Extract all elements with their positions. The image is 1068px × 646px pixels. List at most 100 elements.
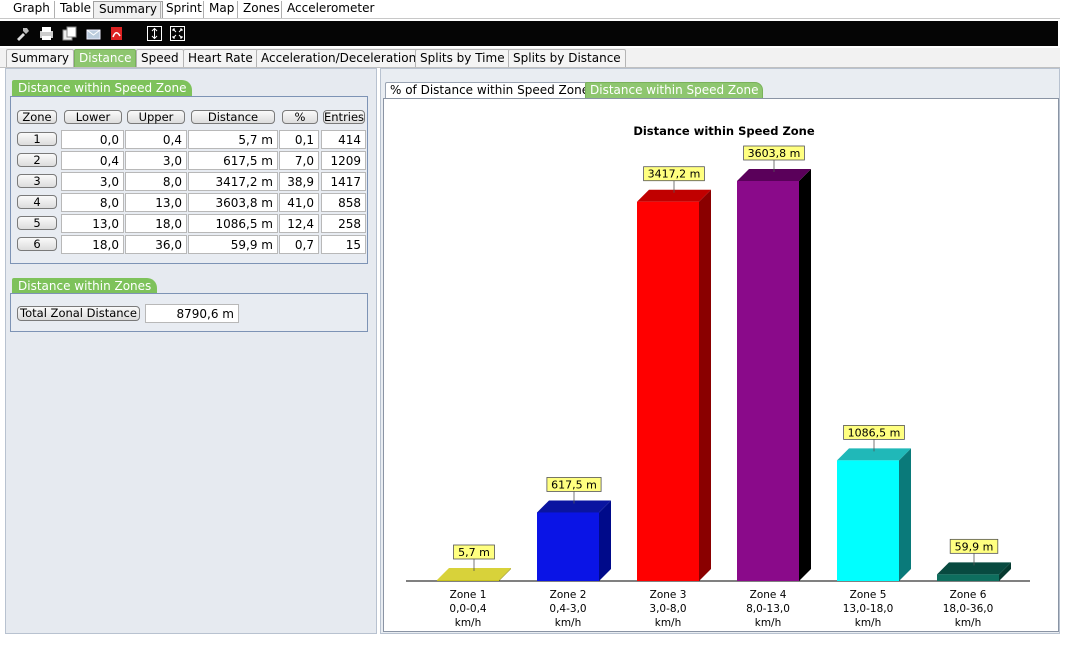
total-zonal-distance-value: 8790,6 m bbox=[145, 304, 239, 323]
chart-title: Distance within Speed Zone bbox=[633, 124, 815, 138]
upper-cell: 18,0 bbox=[125, 214, 187, 233]
value-label: 1086,5 m bbox=[848, 426, 901, 439]
bar-top bbox=[837, 448, 911, 461]
lower-cell: 0,4 bbox=[61, 151, 124, 170]
distance-cell: 5,7 m bbox=[188, 130, 278, 149]
bar bbox=[637, 201, 699, 581]
tab-accelerometer[interactable]: Accelerometer bbox=[281, 1, 379, 18]
zones-group-title: Distance within Zones bbox=[12, 278, 158, 295]
sub-tab-bar: Summary Distance Speed Heart Rate Accele… bbox=[0, 48, 1060, 68]
bar-side bbox=[499, 568, 511, 581]
entries-cell: 1417 bbox=[321, 172, 366, 191]
zone-row-button[interactable]: 2 bbox=[17, 153, 57, 167]
pdf-icon[interactable] bbox=[108, 25, 125, 42]
tab-map[interactable]: Map bbox=[203, 1, 239, 18]
category-label: Zone 4 bbox=[750, 589, 787, 601]
top-menu-bar: Graph Table Summary Sprint Map Zones Acc… bbox=[0, 0, 1060, 19]
zone-row-button[interactable]: 1 bbox=[17, 132, 57, 146]
category-label: Zone 6 bbox=[950, 589, 987, 601]
bar-top bbox=[637, 189, 711, 202]
header-distance[interactable]: Distance bbox=[191, 110, 275, 124]
header-entries[interactable]: Entries bbox=[323, 110, 365, 124]
value-label: 3603,8 m bbox=[748, 147, 801, 160]
percent-cell: 0,7 bbox=[279, 235, 319, 254]
fit-height-icon[interactable] bbox=[146, 25, 163, 42]
lower-cell: 3,0 bbox=[61, 172, 124, 191]
category-range-label: 3,0-8,0 bbox=[649, 603, 686, 615]
toolbar bbox=[0, 21, 1058, 46]
header-zone[interactable]: Zone bbox=[17, 110, 57, 124]
tab-percent-distance-chart[interactable]: % of Distance within Speed Zone bbox=[385, 82, 595, 99]
bar-top bbox=[437, 568, 511, 580]
tab-sprint[interactable]: Sprint bbox=[160, 1, 207, 18]
bar-side bbox=[599, 500, 611, 581]
email-icon[interactable] bbox=[85, 25, 102, 42]
distance-cell: 3603,8 m bbox=[188, 193, 278, 212]
tab-distance-chart[interactable]: Distance within Speed Zone bbox=[585, 82, 764, 99]
subtab-heart-rate[interactable]: Heart Rate bbox=[183, 49, 258, 67]
percent-cell: 0,1 bbox=[279, 130, 319, 149]
subtab-splits-time[interactable]: Splits by Time bbox=[415, 49, 510, 67]
zone-row-button[interactable]: 5 bbox=[17, 216, 57, 230]
bar-side bbox=[999, 562, 1011, 581]
category-range-label: 0,4-3,0 bbox=[549, 603, 586, 615]
entries-cell: 858 bbox=[321, 193, 366, 212]
entries-cell: 414 bbox=[321, 130, 366, 149]
subtab-summary[interactable]: Summary bbox=[6, 49, 74, 67]
bar-top bbox=[937, 562, 1011, 575]
value-label: 3417,2 m bbox=[648, 168, 701, 181]
copy-icon[interactable] bbox=[61, 25, 78, 42]
upper-cell: 0,4 bbox=[125, 130, 187, 149]
chart-area: Distance within Speed Zone 5,7 m Zone 1 0,… bbox=[383, 98, 1059, 632]
lower-cell: 0,0 bbox=[61, 130, 124, 149]
distance-cell: 3417,2 m bbox=[188, 172, 278, 191]
percent-cell: 38,9 bbox=[279, 172, 319, 191]
tab-zones[interactable]: Zones bbox=[237, 1, 285, 18]
lower-cell: 18,0 bbox=[61, 235, 124, 254]
subtab-splits-distance[interactable]: Splits by Distance bbox=[508, 49, 626, 67]
speed-zone-group-title: Distance within Speed Zone bbox=[12, 80, 193, 97]
subtab-distance[interactable]: Distance bbox=[74, 49, 137, 67]
zone-row-button[interactable]: 3 bbox=[17, 174, 57, 188]
distance-cell: 617,5 m bbox=[188, 151, 278, 170]
category-label: Zone 5 bbox=[850, 589, 887, 601]
entries-cell: 15 bbox=[321, 235, 366, 254]
distance-cell: 59,9 m bbox=[188, 235, 278, 254]
zone-row-button[interactable]: 4 bbox=[17, 195, 57, 209]
category-label: Zone 2 bbox=[550, 589, 587, 601]
bar bbox=[937, 574, 999, 581]
distance-cell: 1086,5 m bbox=[188, 214, 278, 233]
percent-cell: 12,4 bbox=[279, 214, 319, 233]
upper-cell: 36,0 bbox=[125, 235, 187, 254]
tab-summary[interactable]: Summary bbox=[93, 1, 163, 18]
entries-cell: 258 bbox=[321, 214, 366, 233]
subtab-acceleration[interactable]: Acceleration/Deceleration bbox=[256, 49, 422, 67]
category-range-label: 8,0-13,0 bbox=[746, 603, 790, 615]
tab-graph[interactable]: Graph bbox=[13, 1, 50, 15]
subtab-speed[interactable]: Speed bbox=[136, 49, 184, 67]
header-lower[interactable]: Lower bbox=[64, 110, 122, 124]
entries-cell: 1209 bbox=[321, 151, 366, 170]
header-upper[interactable]: Upper bbox=[127, 110, 185, 124]
distance-chart: Distance within Speed Zone 5,7 m Zone 1 0,… bbox=[406, 124, 1030, 629]
print-icon[interactable] bbox=[38, 25, 55, 42]
total-zonal-distance-button[interactable]: Total Zonal Distance bbox=[17, 306, 140, 321]
lower-cell: 13,0 bbox=[61, 214, 124, 233]
category-range-label: 0,0-0,4 bbox=[449, 603, 487, 615]
header-percent[interactable]: % bbox=[282, 110, 318, 124]
tab-table[interactable]: Table bbox=[54, 1, 96, 18]
fullscreen-icon[interactable] bbox=[169, 25, 186, 42]
value-label: 617,5 m bbox=[551, 478, 597, 491]
upper-cell: 13,0 bbox=[125, 193, 187, 212]
value-label-box bbox=[949, 538, 999, 554]
category-range-label: 13,0-18,0 bbox=[843, 603, 894, 615]
percent-cell: 7,0 bbox=[279, 151, 319, 170]
value-label: 5,7 m bbox=[458, 546, 490, 559]
category-unit-label: km/h bbox=[555, 617, 582, 629]
bar-top bbox=[737, 169, 811, 181]
tools-icon[interactable] bbox=[14, 25, 31, 42]
zone-row-button[interactable]: 6 bbox=[17, 237, 57, 251]
category-range-label: 18,0-36,0 bbox=[943, 603, 994, 615]
zones-group: Total Zonal Distance 8790,6 m bbox=[10, 293, 368, 332]
bars-group: 5,7 m Zone 1 0,0-0,4 km/h 617,5 m Zone 2 0,4-3… bbox=[437, 145, 1011, 629]
